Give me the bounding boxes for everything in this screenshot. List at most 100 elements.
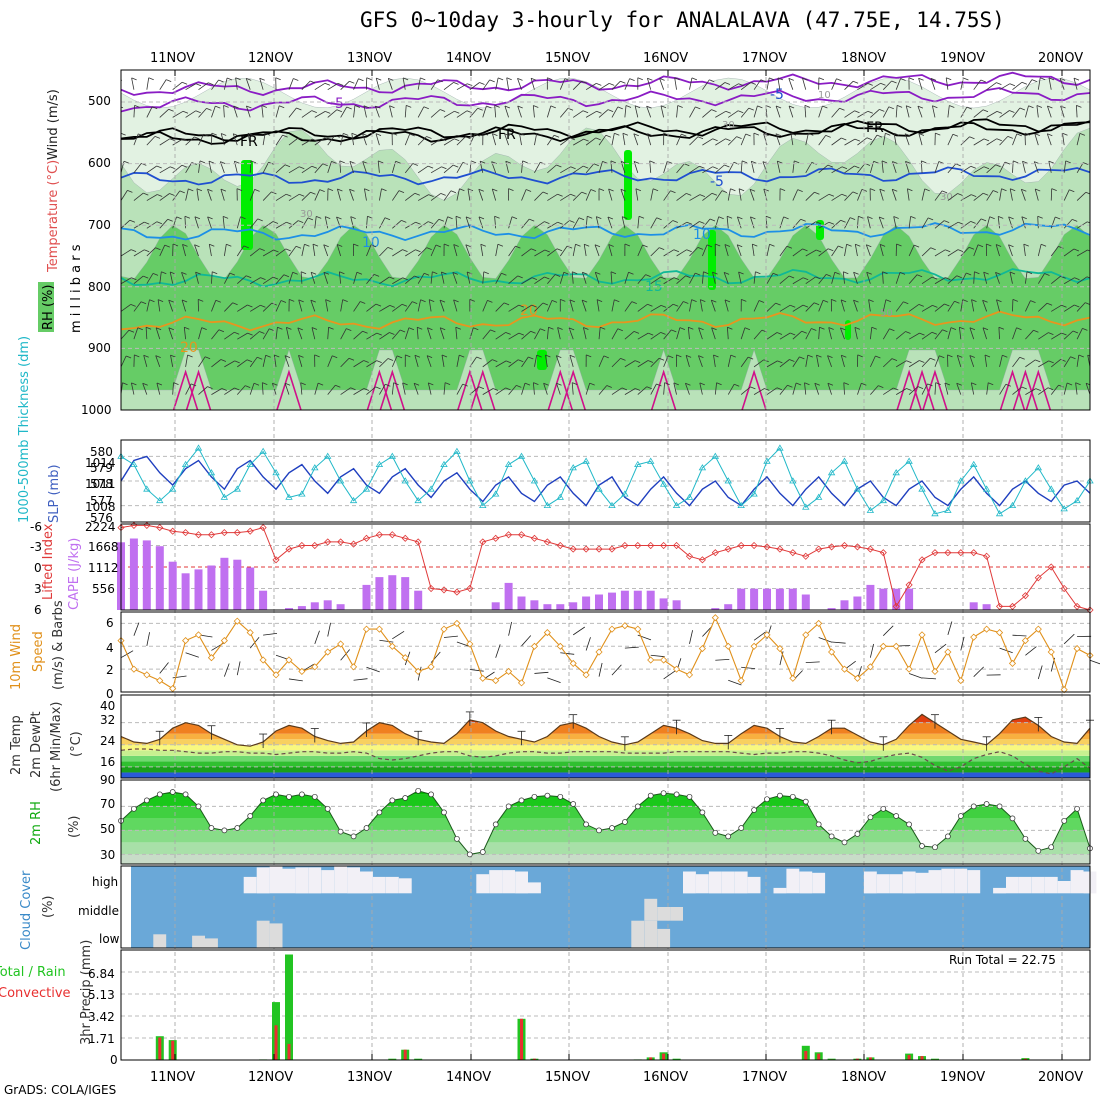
wind-barb [262,191,272,201]
cloud-bar-low [631,920,645,948]
cape-bar [659,598,668,610]
wind-barb-flag [540,328,546,332]
wind-barb-flag [1040,77,1046,81]
wind-barb-flag [492,188,498,192]
cloud-bar-middle [644,898,658,921]
wind-barb-flag [423,106,429,110]
wind-barb [689,247,699,257]
rh-point [647,792,654,799]
wind-barb-flag [311,110,317,113]
wind-barb-flag [253,382,260,386]
wind10-label-2: Speed [31,631,46,672]
cloud-bar-high [812,872,826,894]
contour-label: 10 [818,90,831,101]
wind-barb [777,77,781,90]
cape-bar [866,584,875,610]
wind-barb-flag [517,105,523,109]
wind-barb [532,105,535,118]
wind-barb [121,329,130,340]
wind-barb [427,327,432,340]
temp-band [121,755,1090,762]
wind-barb [650,188,654,201]
wind-barb [920,160,923,173]
wind-barb [146,136,156,146]
wind-barb [159,166,171,174]
wind-barb [1037,244,1042,257]
cape-bar [711,608,720,610]
li-point [311,541,319,550]
wind-barb-flag [738,83,744,87]
cloud-label-1: Cloud Cover [19,870,34,950]
wind-barb-flag [1075,382,1081,386]
wind-barb [534,276,545,285]
wind-barb-flag [246,275,252,279]
wind-barb-flag [1086,276,1090,279]
wind-barb-flag [1066,382,1073,386]
wind-barb-flag [1078,354,1084,358]
wind-barb-flag [775,133,782,137]
wind-barb-flag [879,109,885,112]
wind-barb [482,388,494,395]
wind-barb-flag [786,245,793,249]
wind-barb [633,133,639,146]
wind-barb-flag [581,80,587,84]
wind-barb-flag [234,160,240,164]
wind-barb-flag [738,271,744,275]
wind-barb-flag [402,382,408,386]
wind-barb-flag [170,271,176,275]
cloud-bar-high [941,868,955,894]
temp-label-1: 2m Temp [9,715,24,775]
li-point [905,581,913,589]
wind-barb-flag [376,77,382,81]
wind-barb [340,133,344,146]
wind-barb-flag [658,357,665,361]
wind-barb [465,244,471,257]
wind-barb [314,163,324,174]
wind10-point [660,656,668,664]
wind-barb-flag [699,165,705,169]
wind10-point [479,674,487,682]
wind-barb-flag [879,188,885,192]
wind-barb-flag [963,77,969,81]
wind-barb [133,249,145,257]
temp-frame [120,694,1091,779]
wind10-point [466,640,474,648]
wind-barb [546,300,553,312]
wind-barb-flag [983,271,989,275]
li-point [556,541,564,550]
wind-barb-flag [804,105,811,108]
wind10-barb [922,677,937,680]
li-point [944,549,952,557]
wind-barb-flag [155,327,162,331]
wind-barb [973,79,982,90]
wind-barb [908,386,919,395]
wind-barb [1076,354,1080,367]
wind-barb [610,160,613,173]
wind-barb-flag [152,273,159,276]
wind-barb-flag [610,271,617,275]
tick-label: 1014 [85,456,116,470]
wind-barb-flag [787,384,793,388]
cloud-bar-high [334,866,348,894]
wind-barb [663,355,669,368]
wind10-point [272,671,280,679]
wind10-point [517,679,526,687]
wind-barb [944,382,949,395]
wind-barb [740,386,751,395]
wind-barb-flag [423,272,430,276]
tick-label: 1000 [81,403,112,417]
wind-barb-flag [853,271,859,275]
wind-barb [908,216,911,229]
li-label: Lifted Index [41,523,56,600]
wind10-barb [831,641,846,644]
cloud-bar-high [360,871,373,894]
wind-barb-flag [542,302,549,306]
wind-barb-flag [828,327,834,330]
wind-barb [598,161,603,173]
wind-barb [611,387,623,395]
wind-barb-flag [389,276,395,280]
wind-barb [740,82,751,90]
wind-barb [1063,330,1074,340]
wind-barb [275,193,287,201]
wind-barb-flag [156,165,162,169]
